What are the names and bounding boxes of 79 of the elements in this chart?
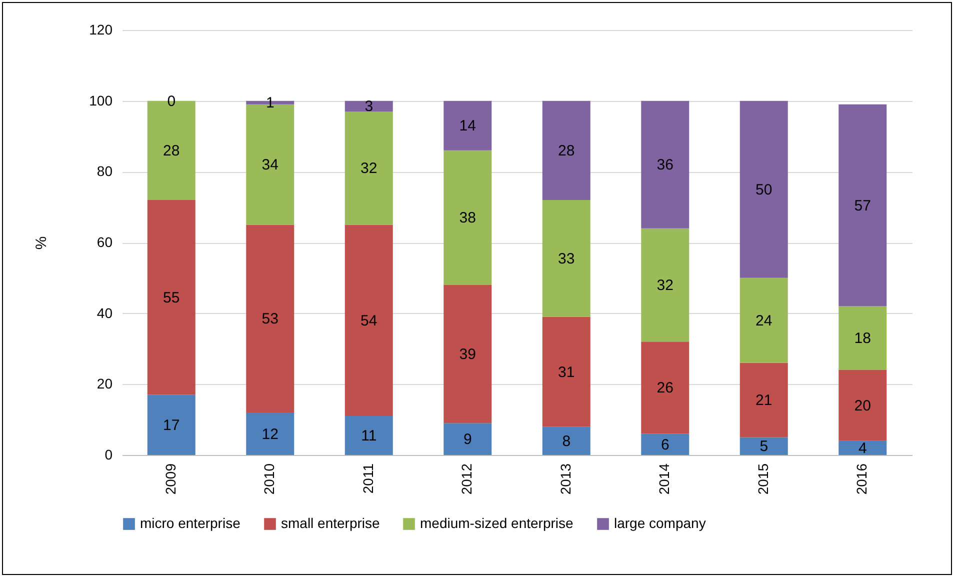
bar xyxy=(246,224,294,412)
bar xyxy=(147,394,196,455)
x-tick-label: 2016 xyxy=(854,463,870,495)
bar xyxy=(444,150,492,285)
data-label: 9 xyxy=(463,431,472,448)
bar xyxy=(740,278,788,363)
data-label: 21 xyxy=(756,392,772,410)
data-label: 50 xyxy=(756,181,772,198)
y-tick-label: 0 xyxy=(104,446,113,462)
bar xyxy=(641,434,690,455)
data-label: 3 xyxy=(364,98,374,116)
x-tick-label: 2015 xyxy=(754,463,771,495)
bar xyxy=(838,306,887,370)
data-label: 55 xyxy=(163,289,180,306)
y-tick-label: 120 xyxy=(89,22,113,38)
bar xyxy=(542,200,590,317)
data-label: 12 xyxy=(262,426,278,443)
bar xyxy=(641,228,690,342)
bar xyxy=(344,416,393,455)
bar xyxy=(838,370,887,441)
bar xyxy=(542,316,590,427)
data-label: 1 xyxy=(266,94,274,112)
data-label: 26 xyxy=(656,380,674,397)
data-label: 33 xyxy=(558,250,575,268)
bar xyxy=(641,342,690,434)
data-label: 4 xyxy=(858,440,867,457)
bar xyxy=(444,423,492,455)
x-tick-label: 2011 xyxy=(360,463,376,494)
data-label: 24 xyxy=(756,312,772,330)
bar xyxy=(740,100,788,278)
data-label: 39 xyxy=(459,346,476,364)
data-label: 31 xyxy=(558,364,575,381)
bar xyxy=(444,285,492,424)
x-tick-label: 2012 xyxy=(458,463,475,495)
y-tick-label: 60 xyxy=(96,234,113,250)
data-label: 32 xyxy=(656,277,674,294)
bar xyxy=(838,440,887,455)
bar xyxy=(838,104,887,306)
data-label: 32 xyxy=(360,160,378,178)
data-label: 20 xyxy=(854,397,871,414)
data-label: 6 xyxy=(660,436,670,454)
x-tick-label: 2014 xyxy=(656,463,672,495)
data-label: 38 xyxy=(459,210,476,227)
bar xyxy=(740,437,788,455)
data-label: 5 xyxy=(760,438,768,456)
data-label: 36 xyxy=(656,156,674,174)
legend-label: large company xyxy=(614,515,706,531)
y-tick-label: 80 xyxy=(96,163,113,180)
bar xyxy=(542,426,590,455)
bar xyxy=(444,100,492,150)
bar xyxy=(641,100,690,228)
data-label: 34 xyxy=(262,156,278,174)
y-tick-label: 20 xyxy=(96,376,113,392)
bar xyxy=(246,412,294,455)
legend-label: small enterprise xyxy=(281,515,380,531)
data-label: 14 xyxy=(459,118,476,135)
data-label: 54 xyxy=(360,312,378,330)
legend-label: medium-sized enterprise xyxy=(420,515,574,531)
legend-label: micro enterprise xyxy=(140,515,241,531)
y-tick-label: 100 xyxy=(89,92,113,108)
data-label: 28 xyxy=(558,142,575,160)
bar xyxy=(344,100,393,112)
bar xyxy=(542,100,590,200)
data-label: 57 xyxy=(854,197,871,214)
data-label: 18 xyxy=(854,330,871,348)
y-axis-title: % xyxy=(33,236,50,250)
data-label: 8 xyxy=(562,432,571,450)
x-tick-label: 2010 xyxy=(261,463,278,495)
bar xyxy=(344,111,393,225)
data-label: 28 xyxy=(163,142,180,160)
data-label: 17 xyxy=(163,416,180,434)
bar xyxy=(147,200,196,395)
y-tick-label: 40 xyxy=(96,304,113,321)
data-label: 11 xyxy=(361,428,377,445)
x-tick-label: 2009 xyxy=(162,463,178,495)
bar xyxy=(344,224,393,416)
bar xyxy=(740,362,788,438)
data-label: 53 xyxy=(262,310,278,328)
x-tick-label: 2013 xyxy=(557,463,574,495)
